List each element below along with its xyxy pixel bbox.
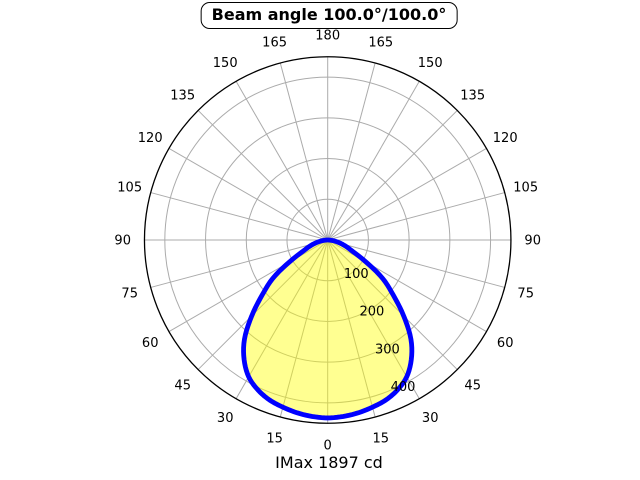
- angle-tick-label: 60: [497, 336, 514, 351]
- angle-grid-line: [197, 110, 329, 241]
- angle-tick-label: 105: [117, 180, 142, 195]
- angle-tick-label: 150: [418, 56, 443, 71]
- angle-grid-line: [279, 62, 329, 241]
- angle-tick-label: 90: [114, 234, 131, 249]
- r-grid-circle: [164, 76, 492, 404]
- angle-grid-line: [327, 110, 458, 241]
- angle-grid-line: [168, 147, 328, 241]
- angle-tick-label: 180: [315, 29, 340, 44]
- angle-grid-line: [150, 192, 328, 241]
- angle-tick-label: 150: [213, 56, 238, 71]
- angle-tick-label: 45: [464, 379, 481, 394]
- angle-tick-label: 30: [217, 411, 234, 426]
- angle-grid-line: [327, 239, 420, 399]
- r-grid-circle: [286, 198, 369, 282]
- imax-caption: IMax 1897 cd: [275, 453, 383, 472]
- angle-tick-label: 60: [142, 336, 159, 351]
- angle-tick-label: 90: [524, 234, 541, 249]
- angle-tick-label: 165: [368, 36, 393, 51]
- angle-grid-line: [150, 239, 328, 288]
- angle-tick-label: 30: [422, 411, 439, 426]
- angle-grid-line: [327, 239, 458, 370]
- angle-tick-label: 120: [138, 131, 163, 146]
- angle-tick-label: 45: [174, 379, 191, 394]
- beam-fill: [243, 240, 412, 418]
- angle-grid-line: [197, 239, 329, 370]
- r-tick-label: 100: [344, 267, 369, 282]
- angle-tick-label: 135: [460, 89, 485, 104]
- angle-tick-label: 15: [266, 432, 283, 447]
- angle-grid-line: [235, 239, 329, 399]
- r-tick-label: 400: [391, 380, 416, 395]
- angle-grid-line: [235, 81, 329, 241]
- angle-tick-label: 15: [373, 432, 390, 447]
- r-tick-label: 300: [375, 342, 400, 357]
- angle-tick-label: 75: [121, 287, 138, 302]
- angle-tick-label: 135: [170, 89, 195, 104]
- angle-grid-line: [327, 239, 376, 418]
- beam-curve: [241, 237, 415, 421]
- angle-grid-line: [279, 239, 329, 418]
- angle-tick-label: 0: [324, 439, 332, 454]
- angle-grid-line: [327, 62, 376, 241]
- angle-grid-line: [327, 192, 505, 241]
- r-tick-label: 200: [359, 305, 384, 320]
- polar-outline: [143, 56, 512, 424]
- angle-grid-line: [327, 81, 420, 241]
- beam-angle-title-badge: Beam angle 100.0°/100.0°: [200, 2, 458, 29]
- angle-grid-line: [327, 147, 487, 241]
- angle-tick-label: 105: [513, 180, 538, 195]
- angle-tick-label: 75: [517, 287, 534, 302]
- angle-tick-label: 120: [493, 131, 518, 146]
- r-grid-circle: [205, 117, 451, 363]
- r-grid-circle: [245, 158, 410, 322]
- angle-grid-line: [327, 239, 505, 288]
- angle-tick-label: 165: [262, 36, 287, 51]
